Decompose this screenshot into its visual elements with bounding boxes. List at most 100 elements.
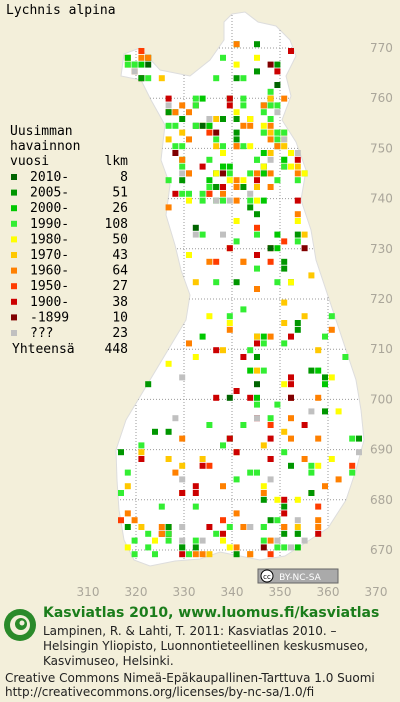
observation-square — [288, 394, 294, 401]
legend-swatch — [11, 330, 17, 336]
observation-square — [220, 530, 226, 537]
observation-square — [274, 279, 281, 286]
observation-square — [281, 129, 288, 136]
legend-header: vuosi — [10, 154, 49, 169]
observation-square — [281, 163, 288, 170]
observation-square — [288, 163, 294, 170]
observation-square — [267, 116, 274, 122]
observation-square — [315, 367, 322, 374]
observation-square — [267, 129, 274, 136]
observation-square — [199, 163, 206, 170]
observation-square — [274, 401, 281, 408]
observation-square — [186, 340, 192, 347]
total-count: 448 — [105, 342, 128, 357]
observation-square — [288, 48, 294, 54]
observation-square — [294, 197, 301, 204]
observation-square — [233, 177, 240, 184]
legend-swatch — [11, 267, 17, 274]
observation-square — [158, 503, 165, 510]
observation-square — [315, 462, 322, 469]
observation-square — [260, 170, 267, 177]
observation-square — [267, 170, 274, 177]
observation-square — [274, 177, 281, 184]
observation-square — [254, 333, 260, 340]
observation-square — [226, 245, 233, 252]
observation-square — [186, 170, 192, 177]
observation-square — [328, 313, 335, 320]
observation-square — [145, 54, 152, 61]
observation-square — [240, 524, 247, 530]
observation-square — [172, 469, 179, 476]
observation-square — [301, 456, 308, 462]
observation-square — [186, 190, 192, 197]
observation-square — [254, 265, 260, 272]
observation-square — [220, 184, 226, 190]
observation-square — [213, 530, 220, 537]
observation-square — [179, 143, 186, 150]
y-tick-label: 700 — [370, 392, 393, 406]
observation-square — [226, 320, 233, 326]
observation-square — [131, 61, 138, 68]
observation-square — [192, 231, 199, 238]
observation-square — [267, 415, 274, 422]
observation-square — [240, 122, 247, 129]
observation-square — [294, 211, 301, 218]
observation-square — [356, 435, 362, 442]
observation-square — [274, 102, 281, 109]
legend-label: 1970- — [30, 248, 69, 263]
observation-square — [213, 258, 220, 265]
observation-square — [274, 245, 281, 252]
observation-square — [165, 204, 172, 211]
observation-square — [260, 367, 267, 374]
y-tick-label: 750 — [370, 141, 393, 155]
observation-square — [206, 313, 213, 320]
observation-square — [220, 517, 226, 524]
observation-square — [267, 61, 274, 68]
observation-square — [213, 129, 220, 136]
observation-square — [199, 190, 206, 197]
observation-square — [206, 156, 213, 163]
observation-square — [301, 231, 308, 238]
observation-square — [192, 483, 199, 490]
observation-square — [233, 41, 240, 48]
observation-square — [335, 408, 342, 415]
observation-square — [315, 503, 322, 510]
legend-swatch — [11, 298, 17, 305]
observation-square — [315, 347, 322, 354]
y-tick-label: 760 — [370, 91, 393, 105]
observation-square — [233, 136, 240, 143]
observation-square — [254, 211, 260, 218]
observation-square — [233, 449, 240, 456]
legend-swatch — [11, 236, 17, 243]
observation-square — [192, 279, 199, 286]
observation-square — [199, 231, 206, 238]
observation-square — [240, 306, 247, 313]
observation-square — [260, 129, 267, 136]
observation-square — [247, 367, 254, 374]
observation-square — [233, 279, 240, 286]
observation-square — [267, 245, 274, 252]
observation-square — [165, 122, 172, 129]
observation-square — [274, 136, 281, 143]
observation-square — [179, 435, 186, 442]
observation-square — [220, 54, 226, 61]
observation-square — [192, 551, 199, 558]
observation-square — [179, 116, 186, 122]
observation-square — [281, 320, 288, 326]
observation-square — [118, 517, 124, 524]
observation-square — [260, 109, 267, 116]
observation-square — [240, 95, 247, 102]
observation-square — [274, 143, 281, 150]
observation-square — [260, 102, 267, 109]
observation-square — [281, 340, 288, 347]
observation-square — [267, 122, 274, 129]
observation-square — [213, 279, 220, 286]
observation-square — [322, 408, 328, 415]
observation-square — [179, 551, 186, 558]
observation-square — [186, 551, 192, 558]
observation-square — [322, 483, 328, 490]
observation-square — [131, 537, 138, 544]
observation-square — [267, 184, 274, 190]
